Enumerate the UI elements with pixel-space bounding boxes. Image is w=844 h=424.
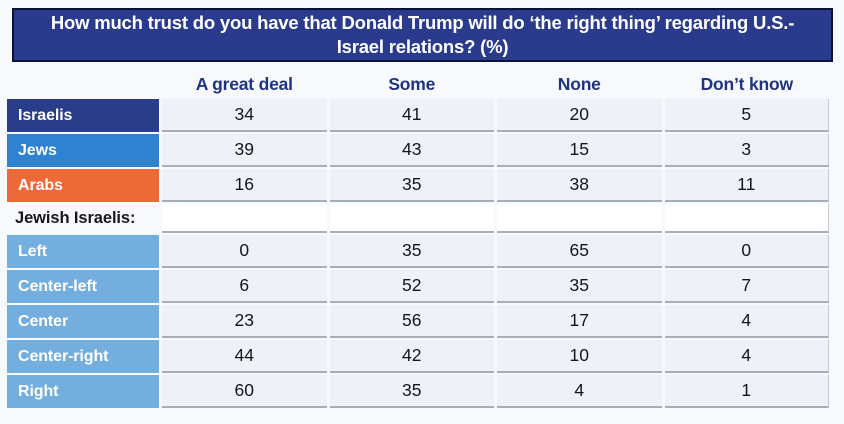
value-cell: 15 bbox=[497, 134, 662, 167]
value-cell: 35 bbox=[329, 375, 494, 408]
empty-cell bbox=[497, 204, 662, 233]
value-cell: 16 bbox=[162, 169, 327, 202]
value-cell: 4 bbox=[497, 375, 662, 408]
row-label-israelis: Israelis bbox=[7, 99, 159, 132]
value-cell: 38 bbox=[497, 169, 662, 202]
row-label-center: Center bbox=[7, 305, 159, 338]
empty-cell bbox=[329, 204, 494, 233]
table-row: Left 0 35 65 0 bbox=[7, 235, 829, 268]
value-cell: 41 bbox=[329, 99, 494, 132]
table-row: Jews 39 43 15 3 bbox=[7, 134, 829, 167]
row-label-left: Left bbox=[7, 235, 159, 268]
value-cell: 65 bbox=[497, 235, 662, 268]
value-cell: 35 bbox=[329, 235, 494, 268]
value-cell: 3 bbox=[664, 134, 829, 167]
value-cell: 5 bbox=[664, 99, 829, 132]
question-title: How much trust do you have that Donald T… bbox=[50, 11, 795, 57]
table-row: Right 60 35 4 1 bbox=[7, 375, 829, 408]
question-title-bar: How much trust do you have that Donald T… bbox=[12, 8, 833, 62]
section-header-jewish-israelis: Jewish Israelis: bbox=[15, 209, 136, 227]
column-header-some: Some bbox=[388, 73, 436, 94]
value-cell: 6 bbox=[162, 270, 327, 303]
results-table: A great deal Some None Don’t know Israel… bbox=[4, 69, 832, 410]
row-label-center-right: Center-right bbox=[7, 340, 159, 373]
empty-cell bbox=[664, 204, 829, 233]
table-row: Arabs 16 35 38 11 bbox=[7, 169, 829, 202]
row-label-jews: Jews bbox=[7, 134, 159, 167]
value-cell: 35 bbox=[497, 270, 662, 303]
value-cell: 20 bbox=[497, 99, 662, 132]
table-row: Center-left 6 52 35 7 bbox=[7, 270, 829, 303]
row-label-center-left: Center-left bbox=[7, 270, 159, 303]
empty-corner-cell bbox=[7, 71, 159, 97]
value-cell: 10 bbox=[497, 340, 662, 373]
table-body: Israelis 34 41 20 5 Jews 39 43 15 3 Arabs 16 35 38 11 J… bbox=[7, 99, 829, 408]
value-cell: 4 bbox=[664, 340, 829, 373]
empty-cell bbox=[162, 204, 327, 233]
table-row: Israelis 34 41 20 5 bbox=[7, 99, 829, 132]
value-cell: 39 bbox=[162, 134, 327, 167]
value-cell: 7 bbox=[664, 270, 829, 303]
value-cell: 56 bbox=[329, 305, 494, 338]
value-cell: 4 bbox=[664, 305, 829, 338]
value-cell: 0 bbox=[162, 235, 327, 268]
value-cell: 1 bbox=[664, 375, 829, 408]
column-header-dont-know: Don’t know bbox=[700, 73, 793, 94]
value-cell: 0 bbox=[664, 235, 829, 268]
value-cell: 43 bbox=[329, 134, 494, 167]
table-row: Jewish Israelis: bbox=[7, 204, 829, 233]
column-header-none: None bbox=[557, 73, 601, 94]
value-cell: 17 bbox=[497, 305, 662, 338]
row-label-right: Right bbox=[7, 375, 159, 408]
value-cell: 44 bbox=[162, 340, 327, 373]
value-cell: 11 bbox=[664, 169, 829, 202]
value-cell: 42 bbox=[329, 340, 494, 373]
value-cell: 34 bbox=[162, 99, 327, 132]
row-label-arabs: Arabs bbox=[7, 169, 159, 202]
value-cell: 35 bbox=[329, 169, 494, 202]
column-header-row: A great deal Some None Don’t know bbox=[7, 71, 829, 97]
value-cell: 52 bbox=[329, 270, 494, 303]
table-row: Center 23 56 17 4 bbox=[7, 305, 829, 338]
table-row: Center-right 44 42 10 4 bbox=[7, 340, 829, 373]
column-header-a-great-deal: A great deal bbox=[195, 73, 293, 94]
value-cell: 60 bbox=[162, 375, 327, 408]
value-cell: 23 bbox=[162, 305, 327, 338]
